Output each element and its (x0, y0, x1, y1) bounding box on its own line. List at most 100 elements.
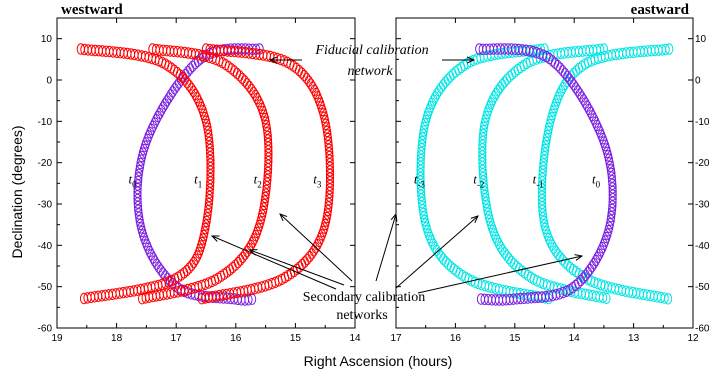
data-point (143, 133, 152, 146)
data-point (444, 258, 453, 270)
data-point (451, 66, 460, 78)
x-tick-label: 19 (51, 333, 63, 344)
data-point (262, 181, 271, 193)
x-tick-label: 17 (390, 333, 402, 344)
data-point (509, 258, 518, 270)
data-point (204, 197, 213, 210)
annotation-arrow (280, 214, 353, 282)
series-label: t0 (592, 171, 601, 189)
data-point (594, 123, 603, 135)
data-point (252, 226, 262, 239)
x-tick-label: 16 (450, 333, 462, 344)
data-point (567, 76, 576, 88)
y-tick-label: -20 (38, 158, 53, 169)
x-tick-label: 14 (569, 333, 581, 344)
data-point (425, 104, 434, 116)
data-point (300, 256, 309, 268)
data-point (183, 77, 192, 89)
data-point (133, 197, 142, 209)
eastward-panel: eastward 17 16 15 14 13 12 10 0 -10 -20 -30 -40 -50 -6… (390, 2, 709, 344)
data-point (426, 231, 435, 244)
series-t0 (475, 43, 617, 306)
y-tick-label: -10 (38, 117, 53, 128)
data-point (575, 88, 584, 100)
data-point (164, 92, 173, 104)
data-point (417, 186, 426, 198)
x-tick-label: 18 (111, 333, 123, 344)
data-point (607, 167, 616, 180)
data-point (317, 229, 326, 241)
data-point (248, 293, 257, 305)
data-point (205, 190, 214, 203)
data-point (608, 203, 617, 216)
data-point (262, 123, 272, 135)
data-point (417, 189, 426, 202)
series-label: t-2 (473, 171, 484, 189)
y-tick-label: -30 (695, 200, 710, 211)
data-point (601, 235, 610, 247)
data-point (479, 179, 488, 191)
data-point (142, 239, 151, 251)
data-point (195, 243, 205, 256)
data-point (602, 292, 611, 304)
data-point (240, 248, 250, 261)
panel-title: eastward (631, 2, 690, 18)
data-point (147, 123, 156, 136)
annotation-arrow (212, 236, 337, 290)
data-point (436, 250, 445, 262)
series-t2 (138, 43, 273, 305)
data-point (188, 60, 197, 73)
x-tick-label: 17 (171, 333, 183, 344)
data-point (141, 292, 150, 304)
data-point (189, 256, 198, 269)
data-point (304, 75, 313, 87)
data-point (319, 225, 328, 238)
data-point (162, 95, 171, 107)
data-point (83, 292, 92, 304)
x-tick-label: 16 (230, 333, 242, 344)
data-point (235, 70, 244, 82)
data-point (479, 171, 488, 184)
data-point (297, 67, 306, 79)
data-point (500, 247, 509, 259)
data-point (305, 251, 314, 263)
annotation-arrow (250, 250, 345, 286)
data-point (505, 71, 514, 83)
data-point (201, 292, 210, 304)
data-point (441, 255, 450, 268)
plot-frame (56, 17, 356, 329)
data-point (187, 82, 196, 95)
data-point (480, 293, 489, 305)
y-axis-title: Declination (degrees) (9, 125, 25, 258)
data-point (238, 72, 247, 85)
data-point (295, 64, 304, 77)
data-point (187, 259, 196, 271)
data-point (542, 226, 551, 238)
data-point (488, 94, 497, 106)
plot-frame (395, 17, 694, 329)
data-point (549, 242, 558, 254)
data-point (204, 129, 213, 142)
data-point (563, 259, 572, 271)
data-point (479, 125, 488, 137)
series-label: t2 (254, 171, 262, 189)
series-t-2 (478, 43, 611, 304)
data-point (498, 79, 507, 91)
data-point (577, 91, 586, 103)
data-point (245, 80, 254, 93)
data-point (543, 229, 552, 241)
data-point (417, 193, 426, 205)
data-point (502, 250, 511, 262)
data-point (538, 204, 547, 217)
data-point (553, 59, 562, 72)
data-point (560, 256, 569, 268)
data-point (257, 102, 266, 115)
data-point (569, 79, 578, 91)
data-point (197, 101, 206, 114)
data-point (152, 258, 161, 270)
series-label: t-1 (533, 171, 544, 189)
x-tick-label: 15 (509, 333, 521, 344)
data-point (448, 68, 457, 81)
data-point (180, 74, 189, 86)
